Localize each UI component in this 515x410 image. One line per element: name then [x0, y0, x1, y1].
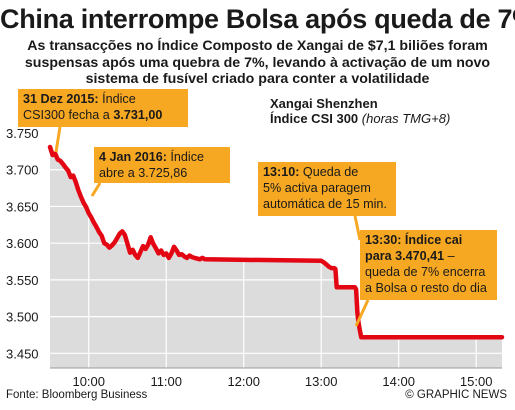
- callout-text: Índice: [98, 92, 136, 106]
- series-title-line1: Xangai Shenzhen: [270, 96, 378, 111]
- y-tick-label: 3.600: [6, 236, 39, 251]
- x-tick-label: 13:00: [305, 374, 338, 389]
- headline: China interrompe Bolsa após queda de 7%: [0, 4, 515, 34]
- standfirst-line: sistema de fusível criado para conter a …: [85, 71, 430, 87]
- callout-1310: 13:10: Queda de 5% activa paragem automá…: [258, 162, 396, 216]
- y-tick-label: 3.550: [6, 273, 39, 288]
- area-fill: [50, 147, 502, 368]
- callout-dec31: 31 Dez 2015: Índice CSI300 fecha a 3.731…: [18, 89, 188, 127]
- callout-pointer: [353, 215, 362, 241]
- callout-value: 3.731,00: [113, 108, 163, 122]
- callout-1330: 13:30: Índice cai para 3.470,41 – queda …: [360, 230, 497, 300]
- standfirst: As transacções no Índice Composto de Xan…: [6, 38, 509, 88]
- callout-value: para 3.470,41: [365, 249, 445, 263]
- callout-jan4: 4 Jan 2016: Índice abre a 3.725,86: [94, 147, 230, 183]
- source-note: Fonte: Bloomberg Business: [6, 389, 148, 401]
- callout-date: 31 Dez 2015:: [23, 92, 99, 106]
- callout-line: 5% activa paragem: [263, 181, 371, 195]
- series-title-line2: Índice CSI 300 (horas TMG+8): [270, 111, 450, 126]
- callout-line: 13:10: Queda de: [263, 164, 391, 180]
- standfirst-line: As transacções no Índice Composto de Xan…: [27, 38, 488, 54]
- callout-line: 31 Dez 2015: Índice: [23, 91, 183, 107]
- callout-line: queda de 7% encerra: [365, 265, 486, 279]
- x-tick-label: 11:00: [150, 374, 182, 389]
- callout-line: para 3.470,41 –: [365, 248, 492, 264]
- time-unit: (horas TMG+8): [361, 111, 451, 126]
- credit: © GRAPHIC NEWS: [405, 389, 507, 401]
- callout-text: CSI300 fecha a: [23, 108, 114, 122]
- callout-line: 4 Jan 2016: Índice: [99, 149, 225, 165]
- callout-pointer: [90, 182, 102, 197]
- callout-text: Queda de: [299, 165, 359, 179]
- callout-time: 13:30: Índice cai: [365, 233, 463, 247]
- callout-line: 13:30: Índice cai: [365, 232, 492, 248]
- y-tick-label: 3.750: [6, 126, 39, 141]
- y-tick-label: 3.500: [6, 310, 39, 325]
- callout-text: –: [444, 249, 455, 263]
- callout-line: CSI300 fecha a 3.731,00: [23, 107, 183, 123]
- y-tick-label: 3.650: [6, 199, 39, 214]
- x-tick-label: 10:00: [72, 374, 105, 389]
- x-tick-label: 14:00: [382, 374, 415, 389]
- series-line: [47, 144, 505, 340]
- y-tick-label: 3.700: [6, 163, 39, 178]
- x-tick-label: 15:00: [460, 374, 493, 389]
- callout-text: Índice: [166, 150, 205, 164]
- series-title: Xangai Shenzhen Índice CSI 300 (horas TM…: [270, 96, 450, 126]
- callout-pointer: [354, 299, 370, 327]
- standfirst-line: suspensas após uma quebra de 7%, levando…: [24, 54, 491, 71]
- y-tick-label: 3.450: [6, 346, 39, 361]
- x-tick-label: 12:00: [227, 374, 260, 389]
- callout-line: abre a 3.725,86: [99, 166, 188, 180]
- callout-line: a Bolsa o resto do dia: [365, 281, 487, 295]
- callout-pointer: [54, 126, 62, 153]
- callout-line: automática de 15 min.: [263, 197, 387, 211]
- series-name: Índice CSI 300: [270, 111, 359, 126]
- callout-time: 13:10:: [263, 165, 300, 179]
- callout-date: 4 Jan 2016:: [99, 150, 167, 164]
